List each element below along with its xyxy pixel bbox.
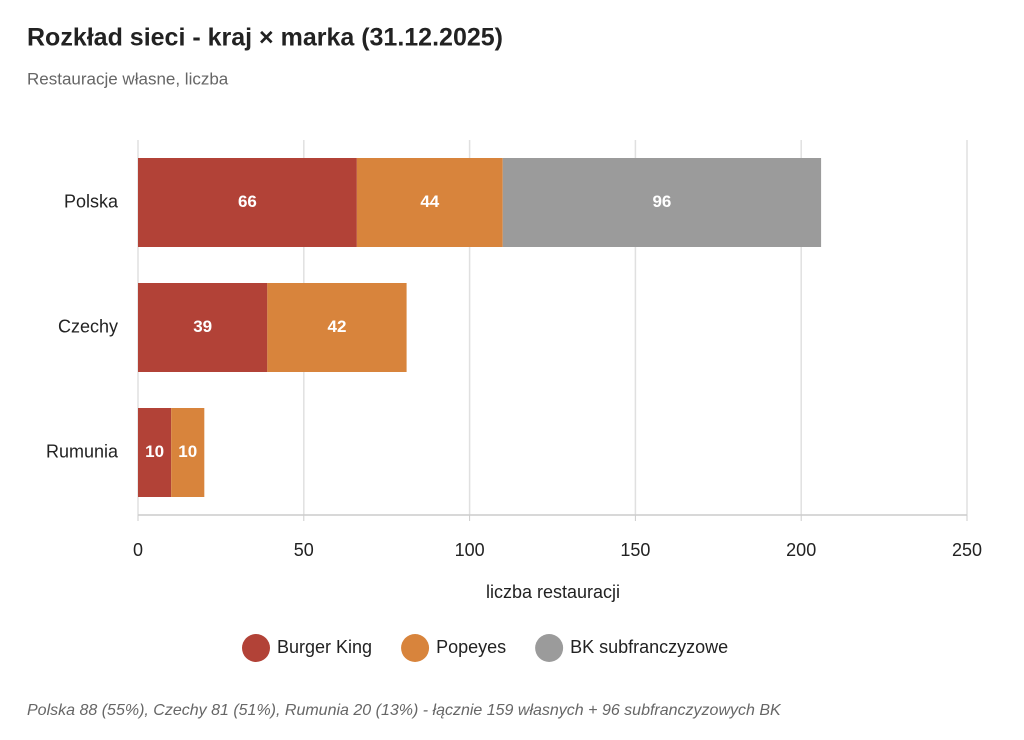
y-tick-label: Rumunia [46, 441, 119, 461]
footnote: Polska 88 (55%), Czechy 81 (51%), Rumuni… [27, 702, 782, 719]
value-label: 39 [193, 317, 212, 336]
x-axis-label: liczba restauracji [486, 582, 620, 602]
legend-label: Popeyes [436, 637, 506, 657]
value-label: 66 [238, 192, 257, 211]
legend-label: BK subfranczyzowe [570, 637, 728, 657]
x-tick-label: 150 [620, 540, 650, 560]
value-label: 42 [327, 317, 346, 336]
value-label: 10 [145, 442, 164, 461]
bar-segment [502, 158, 822, 247]
legend-label: Burger King [277, 637, 372, 657]
bar-segment [138, 158, 357, 247]
bar-segment [171, 408, 205, 497]
value-label: 44 [420, 192, 439, 211]
legend-swatch [535, 634, 564, 662]
x-tick-label: 100 [455, 540, 485, 560]
y-tick-label: Czechy [58, 316, 118, 336]
value-label: 10 [178, 442, 197, 461]
value-label: 96 [652, 192, 671, 211]
x-tick-label: 250 [952, 540, 982, 560]
bar-segment [267, 283, 407, 372]
bar-segment [356, 158, 503, 247]
x-tick-label: 200 [786, 540, 816, 560]
x-tick-label: 50 [294, 540, 314, 560]
chart-title: Rozkład sieci - kraj × marka (31.12.2025… [27, 24, 503, 52]
legend-swatch [242, 634, 270, 662]
y-tick-label: Polska [64, 191, 119, 211]
x-tick-label: 0 [133, 540, 143, 560]
chart-subtitle: Restauracje własne, liczba [27, 69, 229, 88]
bar-segment [138, 283, 268, 372]
bar-segment [138, 408, 172, 497]
legend-swatch [401, 634, 430, 662]
